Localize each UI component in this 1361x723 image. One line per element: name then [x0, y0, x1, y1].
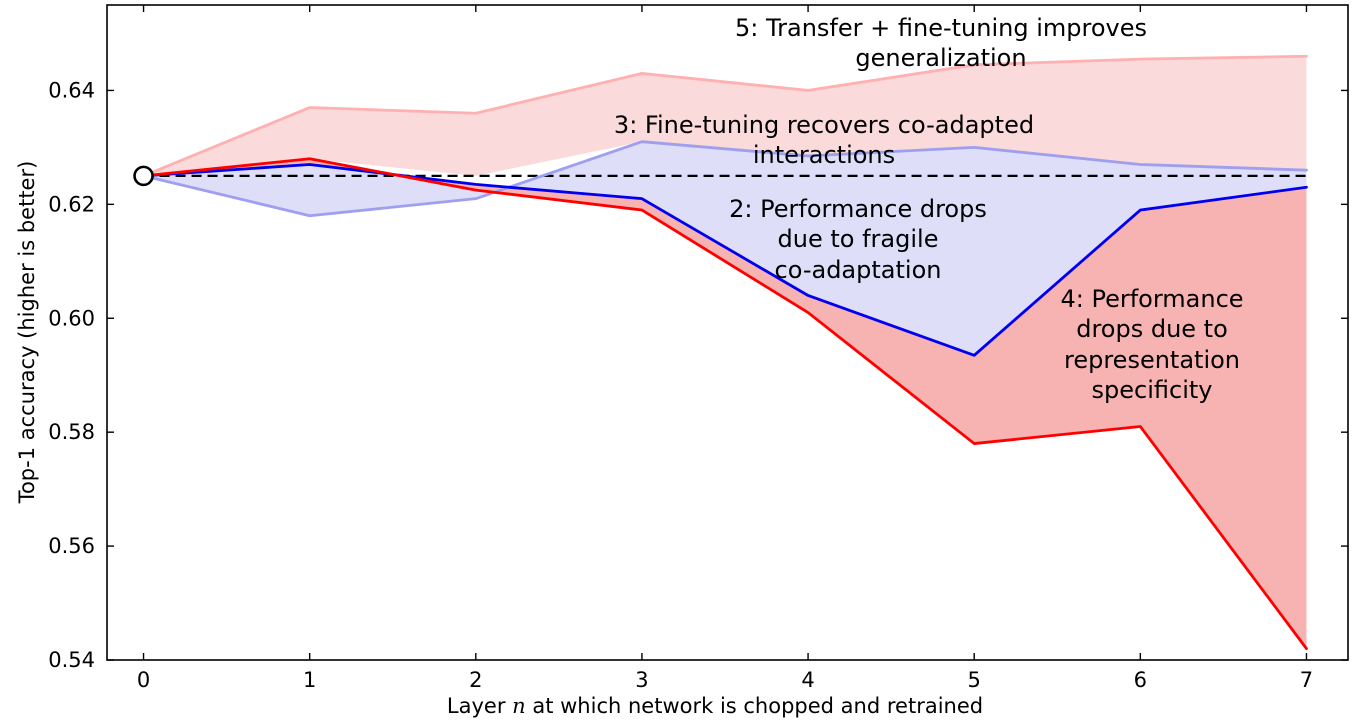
annotation-fragile-coadaptation: 2: Performance drops due to fragile co-a… [729, 195, 987, 284]
line-bnb-blue [142, 163, 1308, 357]
baseline-marker [133, 165, 154, 187]
y-tick-label: 0.62 [48, 192, 95, 216]
x-axis-label-post: at which network is chopped and retraine… [525, 694, 984, 718]
line-anb-red [142, 157, 1308, 651]
line-finetune-recovers [142, 140, 1308, 218]
x-tick-label: 5 [968, 668, 981, 692]
x-tick-label: 2 [469, 668, 482, 692]
annotation-transfer-finetuning-improves: 5: Transfer + fine-tuning improves gener… [735, 14, 1147, 73]
fill-region-2 [143, 158, 1307, 649]
x-axis-label: Layer n at which network is chopped and … [447, 694, 983, 718]
line-transfer-finetune [142, 54, 1308, 178]
y-tick-label: 0.54 [48, 648, 95, 672]
annotation-finetuning-recovers: 3: Fine-tuning recovers co-adapted inter… [613, 111, 1035, 170]
y-tick-label: 0.60 [48, 306, 95, 330]
y-tick-label: 0.56 [48, 534, 95, 558]
fill-region-1 [143, 141, 1307, 356]
y-tick-label: 0.58 [48, 420, 95, 444]
x-tick-label: 1 [303, 668, 316, 692]
x-tick-label: 4 [801, 668, 814, 692]
x-tick-label: 6 [1134, 668, 1147, 692]
axes-frame [106, 4, 1349, 661]
annotation-representation-specificity: 4: Performance drops due to representati… [1060, 285, 1244, 405]
y-tick-label: 0.64 [48, 78, 95, 102]
y-axis-label: Top-1 accuracy (higher is better) [15, 160, 39, 504]
x-tick-label: 0 [137, 668, 150, 692]
x-axis-label-pre: Layer [446, 694, 513, 718]
x-tick-label: 7 [1300, 668, 1313, 692]
fill-region-0 [143, 56, 1307, 176]
x-tick-label: 3 [635, 668, 648, 692]
x-axis-label-variable-n: n [512, 694, 526, 718]
